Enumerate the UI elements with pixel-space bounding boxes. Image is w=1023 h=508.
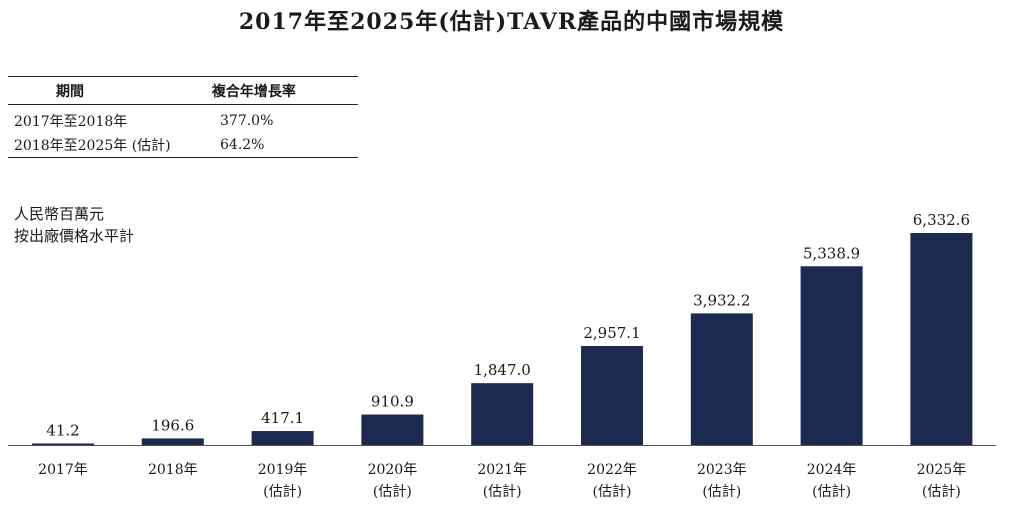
unit-currency: 人民幣百萬元 [14,205,105,223]
bar [251,431,314,445]
x-tick-note: (估計) [812,484,851,500]
x-tick-label: 2017年 [38,462,88,478]
data-label: 41.2 [46,422,79,440]
data-label: 5,338.9 [803,244,860,262]
data-label: 2,957.1 [583,324,640,342]
data-label: 417.1 [261,409,304,427]
bar [800,266,863,445]
chart-title: 2017年至2025年(估計)TAVR產品的中國市場規模 [238,9,785,35]
bar [361,414,424,445]
x-tick-note: (估計) [373,484,412,500]
row-rate: 377.0% [220,113,274,129]
x-tick-note: (估計) [263,484,302,500]
x-tick-note: (估計) [593,484,632,500]
x-tick-label: 2025年 [917,462,967,478]
table-row: 2018年至2025年 (估計) 64.2% [8,133,358,157]
row-period: 2018年至2025年 (估計) [14,138,171,154]
x-tick-label: 2018年 [148,462,198,478]
x-tick-note: (估計) [922,484,961,500]
row-rate: 64.2% [220,137,265,153]
x-tick-note: (估計) [483,484,522,500]
row-period: 2017年至2018年 [14,114,128,130]
x-tick-label: 2019年 [258,462,308,478]
x-tick-label: 2021年 [477,462,527,478]
bar [32,443,94,445]
x-tick-label: 2024年 [807,462,857,478]
data-label: 3,932.2 [693,291,750,309]
unit-basis: 按出廠價格水平計 [14,227,135,245]
x-tick-note: (估計) [702,484,741,500]
header-cagr: 複合年增長率 [211,83,296,100]
header-period: 期間 [56,83,84,100]
x-tick-label: 2022年 [587,462,637,478]
bar [910,233,973,445]
data-label: 1,847.0 [474,361,531,379]
bar [690,313,753,445]
table-bottom-rule [8,157,358,158]
bar [141,438,204,445]
data-label: 910.9 [371,393,414,411]
x-tick-label: 2020年 [368,462,418,478]
table-header-rule [8,104,358,105]
table-top-rule [8,76,358,77]
table-row: 2017年至2018年 377.0% [8,109,358,133]
data-label: 6,332.6 [913,211,970,229]
unit-label: 人民幣百萬元 按出廠價格水平計 [14,203,134,247]
x-tick-label: 2023年 [697,462,747,478]
table-header-row: 期間 複合年增長率 [8,77,358,104]
bar [471,383,534,445]
cagr-table: 期間 複合年增長率 2017年至2018年 377.0% 2018年至2025年… [8,76,358,158]
bar [581,346,643,445]
data-label: 196.6 [151,416,194,434]
